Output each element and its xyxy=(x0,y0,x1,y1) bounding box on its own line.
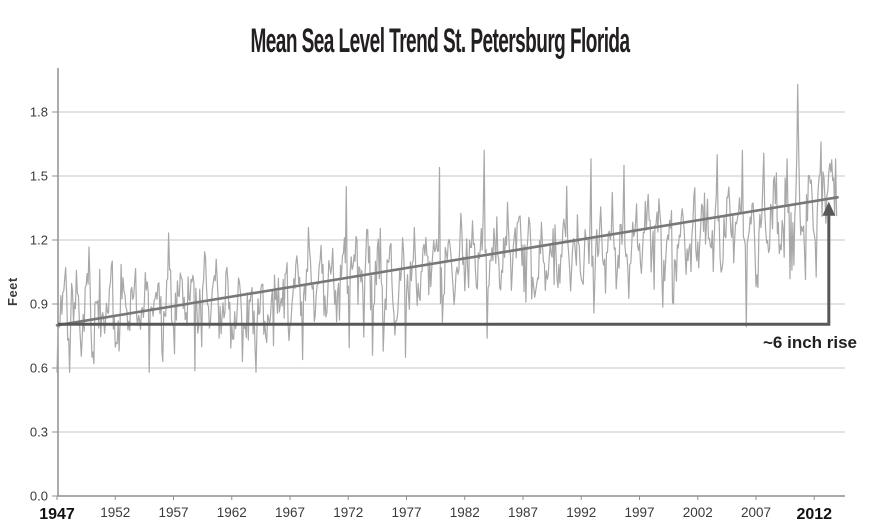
x-tick-label: 1972 xyxy=(333,505,363,520)
y-tick-label: 1.2 xyxy=(30,233,48,248)
sea-level-line xyxy=(56,83,838,373)
x-tick-label: 1992 xyxy=(566,505,596,520)
x-tick-label: 1957 xyxy=(158,505,188,520)
x-tick-label: 1997 xyxy=(624,505,654,520)
x-tick-label: 2007 xyxy=(741,505,771,520)
y-tick-label: 0.6 xyxy=(30,361,48,376)
y-tick-label: 1.8 xyxy=(30,105,48,120)
x-tick-label: 2002 xyxy=(683,505,713,520)
chart-title: Mean Sea Level Trend St. Petersburg Flor… xyxy=(250,22,630,60)
x-tick-label: 1952 xyxy=(100,505,130,520)
x-tick-label: 2012 xyxy=(796,506,832,523)
x-tick-label: 1987 xyxy=(508,505,538,520)
x-tick-label: 1977 xyxy=(391,505,421,520)
trend-line xyxy=(55,196,839,327)
y-tick-label: 0.0 xyxy=(30,489,48,504)
y-tick-label: 1.5 xyxy=(30,169,48,184)
y-tick-label: 0.3 xyxy=(30,425,48,440)
x-tick-label: 1982 xyxy=(450,505,480,520)
rise-annotation-label: ~6 inch rise xyxy=(762,333,858,352)
x-tick-label: 1967 xyxy=(275,505,305,520)
rise-arrow-head xyxy=(822,201,836,216)
x-tick-label: 1947 xyxy=(39,506,75,523)
rise-arrow-shaft xyxy=(58,213,831,326)
y-tick-label: 0.9 xyxy=(30,297,48,312)
x-tick-label: 1962 xyxy=(217,505,247,520)
